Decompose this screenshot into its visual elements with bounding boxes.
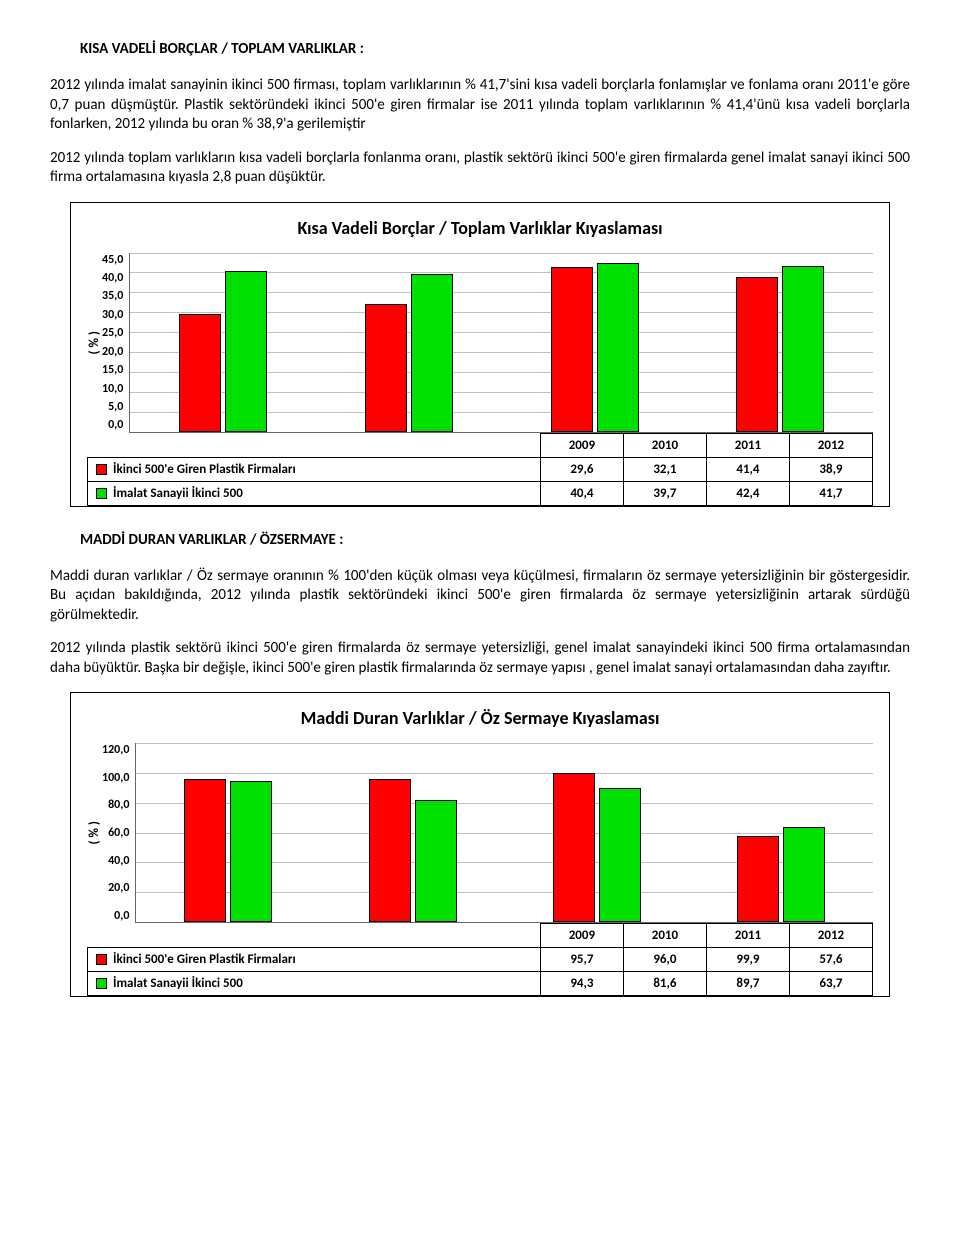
chart1-table-year: 2009: [540, 433, 623, 457]
chart2-ytick: 20,0: [108, 881, 129, 895]
chart1-ytick: 20,0: [102, 345, 123, 359]
chart2-table-cell-s2: 63,7: [789, 972, 872, 996]
chart1-table-cell-s1: 29,6: [540, 457, 623, 481]
chart1-table-cell-s2: 42,4: [706, 481, 789, 505]
chart2-bar-series1: [737, 836, 779, 922]
chart2-table-cell-s1: 57,6: [789, 948, 872, 972]
chart2-bar-series1: [369, 779, 411, 922]
chart2-ytick: 0,0: [114, 909, 129, 923]
chart1-ytick: 40,0: [102, 271, 123, 285]
chart2-table-cell-s1: 96,0: [623, 948, 706, 972]
chart1-table-cell-s1: 41,4: [706, 457, 789, 481]
chart2-title: Maddi Duran Varlıklar / Öz Sermaye Kıyas…: [87, 707, 873, 729]
chart1-ytick: 10,0: [102, 382, 123, 396]
chart2-bar-series1: [553, 773, 595, 922]
chart2-plot: [135, 743, 873, 923]
chart1-table-year: 2012: [789, 433, 872, 457]
section2-heading: MADDİ DURAN VARLIKLAR / ÖZSERMAYE :: [50, 531, 910, 549]
chart2-table-rowlabel-s1: İkinci 500'e Giren Plastik Firmaları: [88, 948, 541, 972]
chart1-table-year: 2010: [623, 433, 706, 457]
chart1-data-table: 2009201020112012 İkinci 500'e Giren Plast…: [87, 433, 873, 506]
chart2-table-year: 2012: [789, 924, 872, 948]
chart2-table-corner: [88, 924, 541, 948]
chart1-container: Kısa Vadeli Borçlar / Toplam Varlıklar K…: [70, 202, 890, 507]
chart1-ytick: 30,0: [102, 308, 123, 322]
chart2-table-rowlabel-s2: İmalat Sanayii İkinci 500: [88, 972, 541, 996]
chart1-ytick: 45,0: [102, 253, 123, 267]
chart2-data-table: 2009201020112012 İkinci 500'e Giren Plast…: [87, 923, 873, 996]
chart1-table-rowlabel-s2: İmalat Sanayii İkinci 500: [88, 481, 541, 505]
chart1-table-corner: [88, 433, 541, 457]
chart2-ytick: 80,0: [108, 798, 129, 812]
section1-para1: 2012 yılında imalat sanayinin ikinci 500…: [50, 76, 910, 135]
chart1-plot: [129, 253, 873, 433]
chart1-bar-series1: [736, 277, 778, 432]
chart2-area: ( % ) 120,0 100,0 80,0 60,0 40,0 20,0 0,0: [87, 743, 873, 923]
chart1-bar-series2: [597, 263, 639, 432]
chart2-table-cell-s2: 94,3: [540, 972, 623, 996]
chart1-bar-series1: [179, 314, 221, 432]
chart2-category-group: [689, 743, 873, 922]
chart1-ytick: 25,0: [102, 326, 123, 340]
chart2-table-cell-s1: 99,9: [706, 948, 789, 972]
chart1-table-cell-s2: 40,4: [540, 481, 623, 505]
chart2-bar-series2: [599, 788, 641, 922]
chart1-category-group: [130, 253, 316, 432]
chart2-ytick: 120,0: [102, 743, 129, 757]
section1-para2: 2012 yılında toplam varlıkların kısa vad…: [50, 149, 910, 188]
legend-box-red: [96, 954, 107, 965]
chart2-table-year: 2011: [706, 924, 789, 948]
chart2-category-group: [136, 743, 320, 922]
chart1-table-year: 2011: [706, 433, 789, 457]
chart1-ytick: 5,0: [108, 400, 123, 414]
legend-box-red: [96, 464, 107, 475]
section1-heading: KISA VADELİ BORÇLAR / TOPLAM VARLIKLAR :: [50, 40, 910, 58]
chart2-table-cell-s2: 81,6: [623, 972, 706, 996]
chart2-table-year: 2010: [623, 924, 706, 948]
chart2-ytick: 60,0: [108, 826, 129, 840]
chart1-table-rowlabel-s1: İkinci 500'e Giren Plastik Firmaları: [88, 457, 541, 481]
chart1-category-group: [687, 253, 873, 432]
chart1-ytick: 0,0: [108, 418, 123, 432]
chart2-container: Maddi Duran Varlıklar / Öz Sermaye Kıyas…: [70, 692, 890, 997]
chart1-bar-series1: [365, 304, 407, 432]
chart1-bar-series2: [411, 274, 453, 432]
chart1-area: ( % ) 45,0 40,0 35,0 30,0 25,0 20,0 15,0 10,0 5,…: [87, 253, 873, 433]
chart1-table-cell-s1: 32,1: [623, 457, 706, 481]
section2-para2: 2012 yılında plastik sektörü ikinci 500'…: [50, 639, 910, 678]
chart2-category-group: [505, 743, 689, 922]
chart1-ytick: 35,0: [102, 289, 123, 303]
chart2-bar-series2: [230, 781, 272, 922]
chart2-yaxis: 120,0 100,0 80,0 60,0 40,0 20,0 0,0: [102, 743, 135, 923]
chart1-bar-series1: [551, 267, 593, 432]
chart2-table-cell-s1: 95,7: [540, 948, 623, 972]
chart1-category-group: [502, 253, 688, 432]
legend-box-green: [96, 978, 107, 989]
chart2-table-year: 2009: [540, 924, 623, 948]
chart2-category-group: [321, 743, 505, 922]
chart1-title: Kısa Vadeli Borçlar / Toplam Varlıklar K…: [87, 217, 873, 239]
section2-para1: Maddi duran varlıklar / Öz sermaye oranı…: [50, 567, 910, 626]
chart1-yaxis: 45,0 40,0 35,0 30,0 25,0 20,0 15,0 10,0 5,0 0,0: [102, 253, 129, 433]
chart2-bar-series1: [184, 779, 226, 922]
chart1-bar-series2: [225, 271, 267, 432]
legend-box-green: [96, 488, 107, 499]
chart1-table-cell-s1: 38,9: [789, 457, 872, 481]
chart2-bar-series2: [415, 800, 457, 922]
chart1-category-group: [316, 253, 502, 432]
chart2-ytick: 40,0: [108, 854, 129, 868]
chart1-table-cell-s2: 39,7: [623, 481, 706, 505]
chart1-ytick: 15,0: [102, 363, 123, 377]
chart2-ylabel: ( % ): [87, 743, 102, 923]
chart2-ytick: 100,0: [102, 771, 129, 785]
chart1-ylabel: ( % ): [87, 253, 102, 433]
chart2-bar-series2: [783, 827, 825, 922]
chart1-table-cell-s2: 41,7: [789, 481, 872, 505]
chart1-bar-series2: [782, 266, 824, 432]
chart2-table-cell-s2: 89,7: [706, 972, 789, 996]
